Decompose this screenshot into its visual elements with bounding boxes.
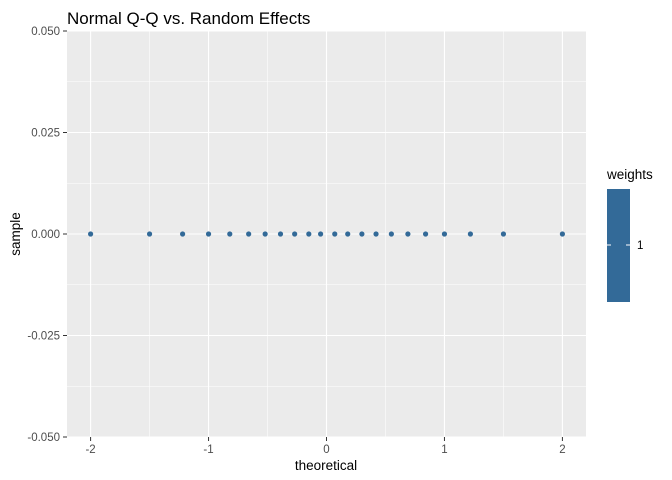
chart-title: Normal Q-Q vs. Random Effects [67, 9, 310, 28]
data-point [277, 231, 284, 237]
data-point [405, 231, 411, 237]
legend-colorbar [607, 189, 630, 302]
data-point [422, 231, 429, 237]
data-point [559, 231, 566, 237]
data-point [87, 231, 94, 237]
data-point [146, 231, 153, 237]
y-tick-label: 0.000 [31, 229, 60, 241]
data-point [345, 231, 351, 237]
x-tick-label: 1 [441, 444, 447, 456]
y-tick-label: -0.050 [27, 432, 60, 444]
data-point [227, 231, 233, 237]
y-axis-title: sample [8, 212, 23, 256]
y-tick-label: 0.025 [31, 128, 60, 140]
data-point [318, 231, 324, 237]
data-point [500, 231, 507, 237]
x-tick-label: 2 [559, 444, 565, 456]
data-point [467, 231, 474, 237]
data-points [87, 231, 566, 237]
y-tick-label: 0.050 [31, 26, 60, 38]
data-point [373, 231, 379, 237]
x-axis-title: theoretical [295, 458, 357, 473]
x-axis: -2 -1 0 1 2 [85, 437, 566, 456]
data-point [306, 231, 312, 237]
x-tick-label: 0 [323, 444, 329, 456]
data-point [441, 231, 448, 237]
legend: weights 1 [606, 167, 653, 302]
x-tick-label: -2 [85, 444, 95, 456]
x-tick-label: -1 [203, 444, 213, 456]
data-point [388, 231, 394, 237]
legend-label: 1 [637, 240, 643, 252]
y-axis: -0.050 -0.025 0.000 0.025 0.050 [27, 26, 67, 444]
legend-title: weights [606, 167, 653, 182]
y-tick-label: -0.025 [27, 331, 60, 343]
data-point [205, 231, 212, 237]
data-point [359, 231, 365, 237]
data-point [179, 231, 186, 237]
data-point [246, 231, 252, 237]
data-point [262, 231, 268, 237]
data-point [332, 231, 338, 237]
data-point [292, 231, 298, 237]
